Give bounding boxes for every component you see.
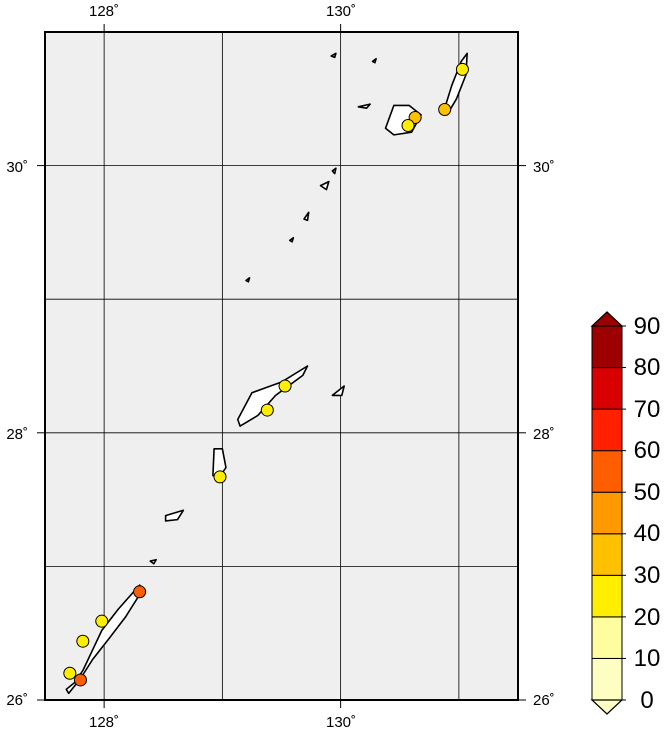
island-nakanoshima bbox=[319, 180, 330, 191]
gridlines bbox=[45, 32, 518, 700]
colorbar-band-30 bbox=[591, 533, 623, 576]
island-amami bbox=[236, 365, 309, 427]
x-tick-label-128-bottom: 128˚ bbox=[89, 714, 119, 731]
data-point-1 bbox=[438, 102, 452, 116]
map-frame bbox=[44, 31, 519, 701]
data-point-8 bbox=[95, 614, 109, 628]
coastlines bbox=[65, 52, 468, 695]
x-tick-label-130-bottom: 130˚ bbox=[326, 714, 356, 731]
island-takara bbox=[245, 277, 251, 283]
island-kuchinoshima bbox=[331, 167, 337, 175]
x-tick-label-128-top: 128˚ bbox=[89, 3, 119, 20]
colorbar-label-70: 70 bbox=[634, 396, 661, 423]
colorbar-band-0 bbox=[591, 657, 623, 701]
colorbar-label-80: 80 bbox=[634, 354, 661, 381]
data-points bbox=[63, 62, 469, 687]
colorbar-label-40: 40 bbox=[634, 520, 661, 547]
colorbar-under-triangle bbox=[590, 699, 624, 715]
colorbar-label-10: 10 bbox=[634, 645, 661, 672]
colorbar-label-30: 30 bbox=[634, 562, 661, 589]
colorbar-label-50: 50 bbox=[634, 479, 661, 506]
colorbar-label-90: 90 bbox=[634, 313, 661, 340]
data-point-5 bbox=[260, 403, 274, 417]
island-okinoerabu bbox=[164, 509, 185, 522]
colorbar-band-70 bbox=[591, 367, 623, 410]
y-tick-label-28-left: 28˚ bbox=[6, 426, 28, 443]
colorbar-label-20: 20 bbox=[634, 604, 661, 631]
island-kikai bbox=[331, 385, 345, 397]
y-tick-label-30-left: 30˚ bbox=[6, 159, 28, 176]
axis-ticks bbox=[37, 24, 526, 708]
colorbar-band-50 bbox=[591, 450, 623, 493]
data-point-0 bbox=[455, 62, 469, 76]
island-suwanose bbox=[303, 211, 310, 222]
colorbar-band-60 bbox=[591, 408, 623, 452]
island-kuroshima bbox=[330, 52, 337, 59]
island-iojima bbox=[371, 57, 377, 64]
data-point-10 bbox=[63, 666, 77, 680]
island-kuchinoerabu bbox=[357, 103, 371, 109]
x-tick-label-130-top: 130˚ bbox=[326, 3, 356, 20]
y-tick-label-26-right: 26˚ bbox=[533, 692, 555, 709]
colorbar-over-triangle bbox=[590, 311, 624, 327]
data-point-9 bbox=[76, 634, 90, 648]
colorbar bbox=[590, 311, 626, 715]
data-point-7 bbox=[133, 585, 147, 599]
data-point-4 bbox=[278, 379, 292, 393]
colorbar-label-60: 60 bbox=[634, 437, 661, 464]
data-point-3 bbox=[401, 119, 415, 133]
colorbar-labels: 0 10 20 30 40 50 60 70 80 90 bbox=[634, 313, 661, 714]
colorbar-band-80 bbox=[591, 325, 623, 369]
colorbar-band-10 bbox=[591, 616, 623, 659]
colorbar-band-40 bbox=[591, 491, 623, 535]
y-tick-label-26-left: 26˚ bbox=[6, 692, 28, 709]
data-point-11 bbox=[73, 673, 87, 687]
island-yoron bbox=[149, 558, 157, 565]
y-tick-label-28-right: 28˚ bbox=[533, 426, 555, 443]
map-area bbox=[45, 32, 518, 700]
colorbar-label-0: 0 bbox=[640, 687, 653, 714]
y-tick-label-30-right: 30˚ bbox=[533, 159, 555, 176]
colorbar-band-20 bbox=[591, 574, 623, 618]
data-point-6 bbox=[213, 470, 227, 484]
island-akuseki bbox=[288, 236, 295, 243]
